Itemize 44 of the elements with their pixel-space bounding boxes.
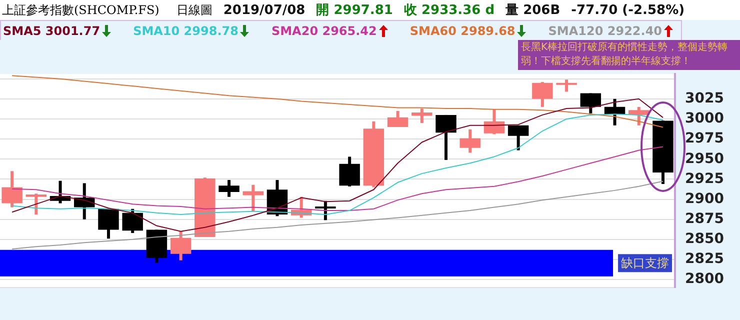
- y-tick-label: 2825: [685, 251, 724, 268]
- y-tick-label: 2925: [685, 170, 724, 187]
- y-tick-label: 3025: [685, 90, 724, 107]
- chart-subtitle: 日線圖: [176, 2, 212, 18]
- candlestick: [170, 231, 192, 260]
- candlestick: [556, 80, 577, 92]
- y-tick-label: 2850: [685, 231, 724, 248]
- candlestick: [412, 108, 432, 123]
- candlestick: [2, 171, 22, 208]
- chart-title: 上証參考指數(SHCOMP.FS): [2, 2, 160, 18]
- candlestick: [74, 183, 95, 220]
- text: 長黑K棒拉回打破原有的慣性走勢，整個走勢轉弱！下檔支撐先看翻揚的半年線支撐！: [518, 40, 740, 70]
- text: SMA60 2989.68: [410, 24, 516, 38]
- text: 2019/07/08: [223, 2, 306, 18]
- candlestick: [242, 184, 264, 212]
- candlestick: [339, 156, 360, 186]
- candlestick: [98, 208, 119, 239]
- text: SMA5 3001.77: [3, 24, 100, 38]
- y-tick-label: 2875: [685, 210, 724, 227]
- candlestick: [387, 110, 408, 127]
- text: 開 2997.81: [316, 2, 393, 19]
- y-tick-label: 2900: [685, 190, 724, 207]
- candlestick: [460, 129, 480, 153]
- band-label: 缺口支撐: [621, 256, 670, 270]
- y-tick-label: 2950: [685, 150, 724, 167]
- y-tick-label: 3000: [685, 110, 724, 127]
- candlestick: [315, 200, 336, 220]
- candlestick: [532, 82, 553, 107]
- text: 收 2933.36 d: [404, 2, 495, 19]
- text: 量 206B: [506, 2, 560, 19]
- candlestick: [580, 93, 602, 114]
- candlestick: [26, 194, 47, 215]
- candlestick: [122, 208, 143, 233]
- candlestick: [436, 114, 456, 160]
- candlestick: [218, 180, 240, 197]
- candlestick: [508, 125, 529, 150]
- text: SMA20 2965.42: [271, 24, 377, 38]
- text: SMA120 2922.40: [548, 24, 662, 38]
- candlestick: [604, 98, 626, 126]
- candlestick: [484, 109, 505, 134]
- text: SMA10 2998.78: [133, 24, 238, 38]
- y-tick-label: 2975: [685, 130, 724, 147]
- y-tick-label: 2800: [685, 271, 724, 288]
- text: -77.70 (-2.58%): [571, 2, 685, 18]
